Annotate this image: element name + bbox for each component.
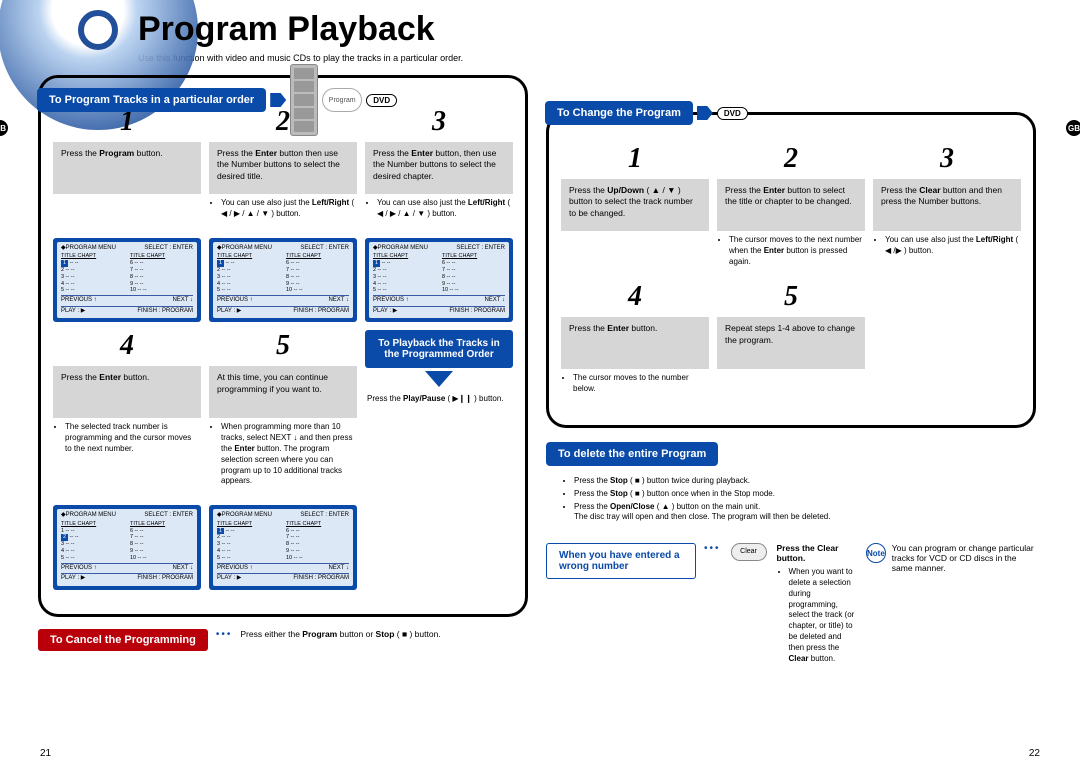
screen-1: ◆PROGRAM MENUSELECT : ENTER TITLE CHAPT1… bbox=[53, 234, 201, 323]
playpause-text: Press the Play/Pause ( ▶❙❙ ) button. bbox=[367, 394, 504, 403]
program-panel: To Program Tracks in a particular order … bbox=[38, 75, 528, 617]
bullet: You can use also just the Left/Right ( ◀… bbox=[221, 198, 355, 220]
step-num: 1 bbox=[561, 143, 709, 175]
dots-icon: ••• bbox=[704, 543, 721, 554]
step-5: At this time, you can continue programmi… bbox=[209, 366, 357, 418]
r-step-5: Repeat steps 1-4 above to change the pro… bbox=[717, 317, 865, 369]
cancel-header: To Cancel the Programming bbox=[38, 629, 208, 651]
step-num: 3 bbox=[873, 143, 1021, 175]
dots-icon: ••• bbox=[216, 629, 233, 640]
arrow-down-icon bbox=[425, 371, 453, 387]
clear-button-icon: Clear bbox=[731, 543, 767, 561]
step-num: 2 bbox=[717, 143, 865, 175]
change-header: To Change the Program bbox=[545, 101, 693, 125]
step-num: 5 bbox=[717, 281, 865, 313]
r-step-2: Press the Enter button to select the tit… bbox=[717, 179, 865, 231]
step-2: Press the Enter button then use the Numb… bbox=[209, 142, 357, 194]
del-bullet-2: Press the Stop ( ■ ) button once when in… bbox=[574, 489, 1034, 500]
change-panel: To Change the Program DVD 1 Press the Up… bbox=[546, 112, 1036, 428]
program-header: To Program Tracks in a particular order bbox=[37, 88, 266, 112]
press-clear: Press the Clear button. bbox=[777, 543, 858, 563]
note-text: You can program or change particular tra… bbox=[892, 543, 1036, 573]
subtitle: Use this function with video and music C… bbox=[138, 53, 528, 63]
bullet: The selected track number is programming… bbox=[65, 422, 199, 454]
page-num-left: 21 bbox=[40, 748, 51, 759]
dvd-badge: DVD bbox=[717, 107, 748, 120]
cancel-text: Press either the Program button or Stop … bbox=[240, 629, 440, 639]
step-num: 5 bbox=[209, 330, 357, 362]
screen-3: ◆PROGRAM MENUSELECT : ENTER TITLE CHAPT1… bbox=[365, 234, 513, 323]
indicator-icon bbox=[270, 93, 286, 107]
screen-5: ◆PROGRAM MENUSELECT : ENTER TITLE CHAPT1… bbox=[209, 501, 357, 590]
delete-header: To delete the entire Program bbox=[546, 442, 718, 466]
step-4: Press the Enter button. bbox=[53, 366, 201, 418]
step-num: 4 bbox=[561, 281, 709, 313]
r-step-4: Press the Enter button. bbox=[561, 317, 709, 369]
program-link: Program bbox=[322, 88, 362, 112]
note-badge: Note bbox=[866, 543, 886, 563]
step-num: 4 bbox=[53, 330, 201, 362]
playback-box: To Playback the Tracks in the Programmed… bbox=[365, 330, 513, 368]
bullet: The cursor moves to the number below. bbox=[573, 373, 707, 395]
step-3: Press the Enter button, then use the Num… bbox=[365, 142, 513, 194]
r-step-1: Press the Up/Down ( ▲ / ▼ ) button to se… bbox=[561, 179, 709, 231]
wrong-header: When you have entered a wrong number bbox=[546, 543, 696, 579]
r-step-3: Press the Clear button and then press th… bbox=[873, 179, 1021, 231]
bullet: When programming more than 10 tracks, se… bbox=[221, 422, 355, 487]
bullet: You can use also just the Left/Right ( ◀… bbox=[885, 235, 1019, 257]
gb-badge: GB bbox=[1066, 120, 1080, 136]
remote-icon bbox=[290, 64, 318, 136]
wrong-text: When you want to delete a selection duri… bbox=[789, 567, 856, 664]
indicator-icon bbox=[697, 106, 713, 120]
screen-4: ◆PROGRAM MENUSELECT : ENTER TITLE CHAPT1… bbox=[53, 501, 201, 590]
del-bullet-1: Press the Stop ( ■ ) button twice during… bbox=[574, 476, 1034, 487]
page-title: Program Playback bbox=[138, 10, 528, 49]
dvd-badge: DVD bbox=[366, 94, 397, 107]
bullet: You can use also just the Left/Right ( ◀… bbox=[377, 198, 511, 220]
gb-badge: GB bbox=[0, 120, 8, 136]
screen-2: ◆PROGRAM MENUSELECT : ENTER TITLE CHAPT1… bbox=[209, 234, 357, 323]
bullet: The cursor moves to the next number when… bbox=[729, 235, 863, 267]
del-bullet-3: Press the Open/Close ( ▲ ) button on the… bbox=[574, 502, 1034, 524]
page-num-right: 22 bbox=[1029, 748, 1040, 759]
step-1: Press the Program button. bbox=[53, 142, 201, 194]
